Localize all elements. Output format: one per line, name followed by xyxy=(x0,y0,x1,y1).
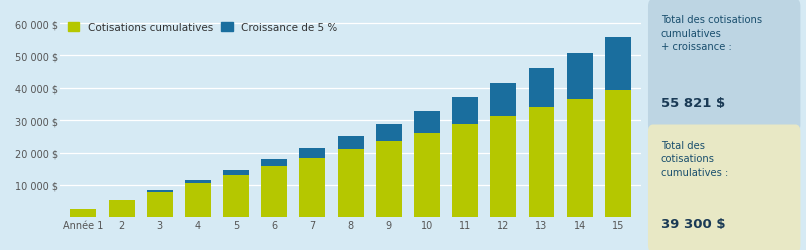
Text: 39 300 $: 39 300 $ xyxy=(661,217,725,230)
Bar xyxy=(490,116,517,218)
Bar xyxy=(147,192,172,218)
Bar xyxy=(300,158,326,218)
Bar xyxy=(414,112,440,133)
Bar xyxy=(376,142,401,218)
Bar xyxy=(452,98,478,124)
Text: 55 821 $: 55 821 $ xyxy=(661,97,725,110)
Bar xyxy=(185,184,211,218)
Bar xyxy=(338,136,364,150)
Legend: Cotisations cumulatives, Croissance de 5 %: Cotisations cumulatives, Croissance de 5… xyxy=(65,21,339,35)
Bar xyxy=(300,148,326,158)
Bar xyxy=(223,170,249,175)
Bar xyxy=(604,38,631,91)
Bar xyxy=(604,91,631,218)
Bar xyxy=(109,200,135,218)
Bar xyxy=(376,124,401,142)
Bar xyxy=(529,69,555,108)
Bar xyxy=(452,124,478,218)
Bar xyxy=(223,175,249,218)
Bar xyxy=(185,181,211,184)
Bar xyxy=(147,190,172,192)
Bar xyxy=(529,108,555,218)
Bar xyxy=(70,209,97,218)
Bar xyxy=(490,84,517,116)
Bar xyxy=(261,167,287,218)
Text: Total des cotisations
cumulatives
+ croissance :: Total des cotisations cumulatives + croi… xyxy=(661,15,762,52)
FancyBboxPatch shape xyxy=(648,125,800,250)
Text: Total des
cotisations
cumulatives :: Total des cotisations cumulatives : xyxy=(661,140,728,177)
FancyBboxPatch shape xyxy=(648,0,800,132)
Bar xyxy=(338,150,364,218)
Bar xyxy=(414,133,440,218)
Bar xyxy=(261,160,287,167)
Bar xyxy=(567,54,592,99)
Bar xyxy=(567,99,592,218)
